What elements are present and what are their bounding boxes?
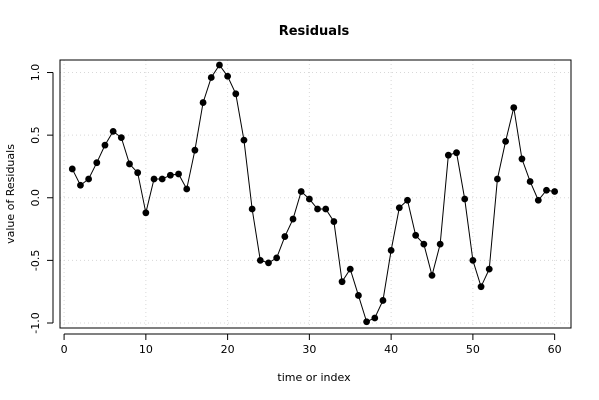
data-point [281, 233, 289, 240]
data-point [412, 231, 420, 239]
series-line [71, 64, 555, 323]
data-point [126, 160, 133, 168]
data-point [248, 205, 256, 213]
x-tick-label: 30 [302, 343, 316, 356]
data-point [134, 169, 142, 177]
data-point [142, 209, 150, 217]
data-point [477, 283, 485, 291]
data-point [436, 240, 444, 248]
data-point [330, 218, 338, 225]
data-point [322, 205, 330, 213]
y-tick-label: 1.0 [29, 64, 42, 82]
data-point [387, 246, 395, 254]
data-point [314, 205, 321, 213]
data-point [207, 74, 215, 81]
y-tick-label: -1.0 [29, 312, 42, 333]
data-point [101, 141, 109, 149]
x-tick-label: 40 [384, 343, 398, 356]
x-axis: 0 10 20 30 40 50 60 [61, 333, 562, 356]
y-tick-label: -0.5 [29, 250, 42, 271]
x-tick-label: 0 [61, 343, 68, 356]
data-point [551, 188, 559, 195]
data-point [93, 159, 101, 167]
data-point [453, 149, 460, 157]
data-point [363, 318, 370, 326]
y-axis-label: value of Residuals [4, 144, 17, 244]
data-point [289, 215, 297, 223]
data-point [371, 314, 379, 322]
data-point [191, 146, 199, 154]
data-point [273, 254, 281, 262]
data-point [494, 175, 501, 183]
data-point [297, 188, 305, 195]
data-point [216, 61, 223, 69]
data-point [428, 272, 436, 279]
data-point [346, 265, 354, 273]
y-tick-label: 0.0 [29, 189, 42, 207]
data-point [502, 138, 509, 145]
data-point [232, 90, 240, 98]
data-point [485, 265, 493, 273]
data-point [117, 134, 125, 142]
data-point [404, 196, 411, 204]
data-point [77, 181, 84, 189]
x-tick-label: 60 [548, 343, 562, 356]
series-layer [68, 61, 559, 326]
x-tick-label: 20 [221, 343, 235, 356]
data-point [158, 175, 166, 183]
data-point [469, 256, 477, 264]
data-point [379, 297, 387, 304]
data-point [183, 185, 191, 193]
data-point [526, 178, 534, 185]
data-point [534, 196, 542, 204]
data-point [240, 136, 248, 144]
data-point [518, 155, 526, 163]
data-point [543, 186, 550, 194]
x-tick-label: 50 [466, 343, 480, 356]
data-point [461, 195, 469, 203]
data-point [510, 104, 518, 111]
data-point [85, 175, 93, 183]
data-point [265, 259, 272, 267]
data-point [420, 240, 428, 248]
data-point [199, 99, 207, 106]
chart-title: Residuals [279, 24, 350, 39]
plot-frame [59, 59, 572, 329]
data-point [355, 292, 362, 299]
x-axis-label: time or index [277, 371, 351, 384]
data-point [224, 72, 232, 80]
data-point [68, 165, 76, 173]
data-point [338, 278, 346, 286]
data-point [444, 151, 452, 159]
data-point [150, 175, 158, 183]
y-tick-label: 0.5 [29, 126, 42, 144]
grid [60, 60, 571, 328]
data-point [109, 127, 117, 135]
data-point [395, 204, 403, 212]
data-point [256, 256, 264, 264]
x-tick-label: 10 [139, 343, 153, 356]
data-point [175, 170, 182, 178]
data-point [166, 171, 174, 179]
y-axis: -1.0 -0.5 0.0 0.5 1.0 [29, 64, 54, 334]
data-point [305, 195, 313, 203]
